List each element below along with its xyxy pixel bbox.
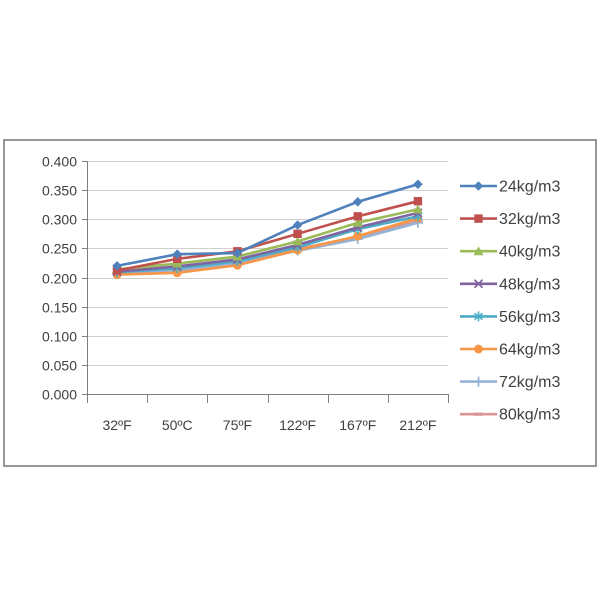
x-axis-tick-label: 122ºF <box>279 417 316 433</box>
legend-label: 72kg/m3 <box>499 374 560 391</box>
y-axis-tick-label: 0.050 <box>42 358 77 374</box>
series-line <box>116 211 419 273</box>
marker-dash <box>474 412 483 416</box>
marker-circle <box>353 231 363 241</box>
marker-x <box>473 279 484 289</box>
x-axis-tick-label: 32ºF <box>102 417 131 433</box>
marker-diamond <box>413 179 423 190</box>
y-axis-tick-label: 0.400 <box>42 154 77 170</box>
marker-triangle <box>412 204 423 214</box>
legend-item: 40kg/m3 <box>460 244 560 261</box>
marker-diamond <box>473 181 484 191</box>
legend-label: 32kg/m3 <box>499 211 560 228</box>
marker-diamond <box>352 196 363 207</box>
legend-item: 24kg/m3 <box>460 179 560 196</box>
legend-item: 72kg/m3 <box>460 374 560 391</box>
y-axis-tick-label: 0.150 <box>42 300 77 316</box>
series-40kg/m3 <box>112 204 423 274</box>
y-axis-tick-label: 0.000 <box>42 387 77 403</box>
legend-label: 24kg/m3 <box>499 179 560 196</box>
legend-label: 80kg/m3 <box>499 407 560 424</box>
series-line <box>116 183 419 268</box>
marker-square <box>413 196 423 206</box>
series-line <box>117 216 419 276</box>
marker-triangle <box>172 258 183 268</box>
legend-item: 56kg/m3 <box>460 309 560 326</box>
marker-asterisk <box>413 212 423 221</box>
y-axis-tick-label: 0.200 <box>42 271 77 287</box>
marker-square <box>293 229 302 239</box>
marker-diamond <box>172 249 183 259</box>
marker-triangle <box>352 217 363 227</box>
marker-circle <box>474 344 483 354</box>
legend-item: 80kg/m3 <box>460 407 560 424</box>
legend-label: 40kg/m3 <box>499 244 560 261</box>
series-line <box>116 215 419 274</box>
legend-label: 56kg/m3 <box>499 309 560 326</box>
legend-label: 64kg/m3 <box>499 342 560 359</box>
marker-diamond <box>232 248 243 258</box>
x-axis-tick-label: 167ºF <box>339 417 376 433</box>
series-line <box>116 208 419 271</box>
marker-square <box>474 214 483 223</box>
x-axis-tick-label: 50ºC <box>162 417 193 433</box>
marker-square <box>353 212 362 221</box>
x-axis-tick-label: 75ºF <box>223 417 252 433</box>
y-axis-tick-label: 0.350 <box>42 183 77 199</box>
chart-frame <box>3 139 597 467</box>
marker-triangle <box>473 246 484 256</box>
marker-diamond <box>112 261 122 271</box>
legend: 24kg/m3 32kg/m3 40kg/m3 48kg/m3 56kg/m3 64kg/… <box>460 179 560 424</box>
marker-asterisk <box>474 312 483 321</box>
marker-diamond <box>292 220 303 230</box>
series-24kg/m3 <box>112 179 423 271</box>
y-axis-tick-label: 0.300 <box>42 212 77 228</box>
x-axis-tick-label: 212ºF <box>399 417 436 433</box>
legend-item: 32kg/m3 <box>460 211 560 228</box>
y-axis-tick-label: 0.100 <box>42 329 77 345</box>
legend-item: 48kg/m3 <box>460 276 560 293</box>
legend-label: 48kg/m3 <box>499 276 560 293</box>
legend-item: 64kg/m3 <box>460 342 560 359</box>
y-axis-tick-label: 0.250 <box>42 241 77 257</box>
marker-triangle <box>292 236 303 246</box>
series-line <box>116 199 419 272</box>
